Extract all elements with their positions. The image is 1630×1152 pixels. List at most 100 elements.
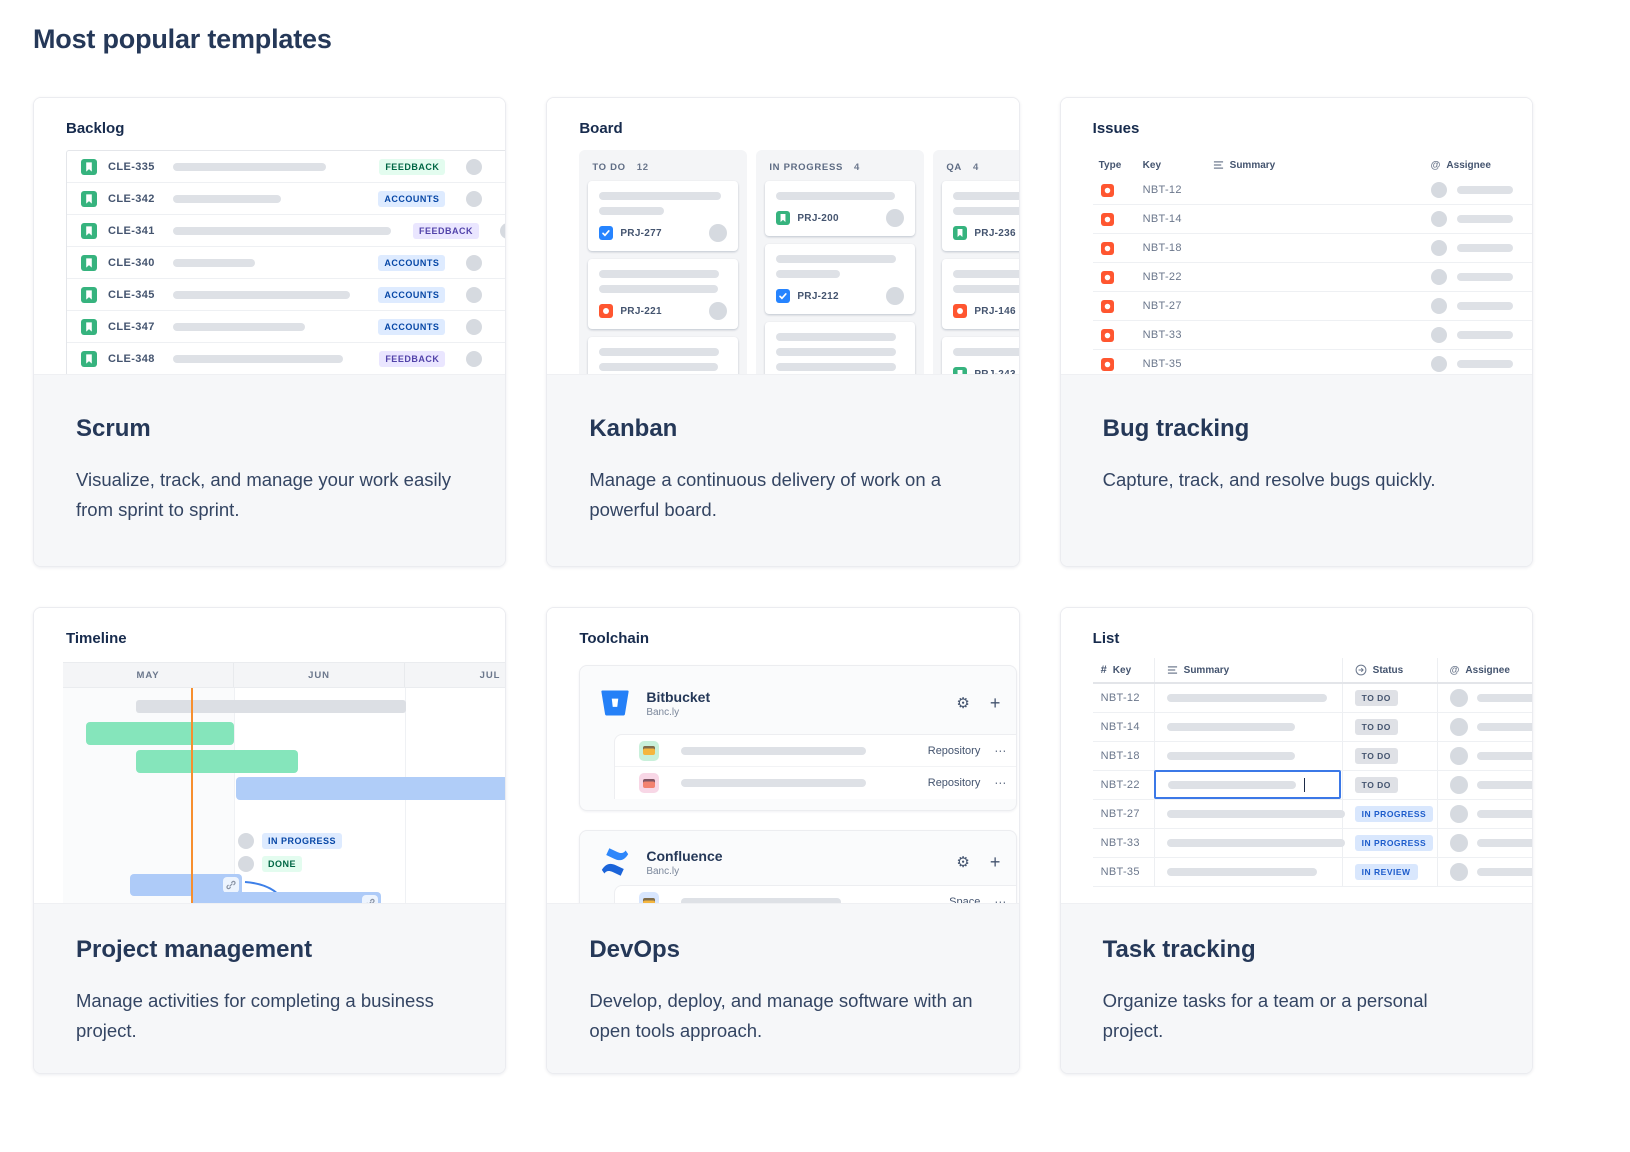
placeholder-bar bbox=[776, 363, 897, 371]
gear-icon[interactable]: ⚙ bbox=[956, 853, 970, 871]
avatar bbox=[709, 302, 728, 320]
board-card: PRJ-200 bbox=[765, 181, 916, 236]
template-card-task-tracking[interactable]: List # Key Summary Status @ Assignee NBT-1… bbox=[1059, 607, 1533, 1074]
preview-title: Backlog bbox=[66, 120, 125, 137]
placeholder-bar bbox=[1476, 868, 1532, 876]
issues-table: Type Key Summary @ Assignee NBT-12 NBT-14… bbox=[1092, 154, 1532, 374]
tool-tile-icon bbox=[639, 773, 660, 793]
placeholder-bar bbox=[776, 333, 897, 341]
avatar bbox=[709, 224, 728, 242]
backlog-row: CLE-340 ACCOUNTS bbox=[67, 247, 506, 279]
more-actions-icon[interactable]: ⋯ bbox=[994, 743, 1007, 758]
board-card: PRJ-236 bbox=[942, 181, 1019, 251]
key-hash-icon: # bbox=[1100, 664, 1107, 676]
status-badge: TO DO bbox=[1354, 690, 1398, 706]
tool-row: Repository ⋯ bbox=[615, 767, 1016, 799]
placeholder-bar bbox=[1456, 302, 1513, 310]
card-footer: Bug tracking Capture, track, and resolve… bbox=[1060, 374, 1532, 566]
template-title: DevOps bbox=[589, 936, 681, 963]
tool-tile-icon bbox=[639, 740, 660, 761]
template-card-bug-tracking[interactable]: Issues Type Key Summary @ Assignee NBT-12… bbox=[1059, 97, 1533, 567]
placeholder-bar bbox=[599, 285, 719, 293]
avatar bbox=[1449, 834, 1468, 852]
placeholder-bar bbox=[776, 270, 841, 278]
issue-key: NBT-12 bbox=[1142, 184, 1182, 196]
gantt-bar-green bbox=[86, 722, 234, 745]
template-card-devops[interactable]: Toolchain Bitbucket Banc.ly ⚙ + Reposito… bbox=[546, 607, 1020, 1074]
placeholder-bar bbox=[173, 226, 391, 235]
status-badge: IN PROGRESS bbox=[1354, 806, 1434, 822]
backlog-list: CLE-335 FEEDBACK CLE-342 ACCOUNTS CLE-34… bbox=[66, 150, 506, 374]
list-table: # Key Summary Status @ Assignee NBT-12 TO … bbox=[1092, 658, 1532, 887]
link-icon bbox=[226, 880, 236, 890]
row-type-label: Repository bbox=[927, 744, 981, 757]
status-header: Status bbox=[1372, 664, 1404, 676]
bug-icon bbox=[1100, 241, 1114, 255]
backlog-row: CLE-347 ACCOUNTS bbox=[67, 311, 506, 343]
more-actions-icon[interactable]: ⋯ bbox=[994, 895, 1007, 903]
text-cursor bbox=[1303, 777, 1306, 792]
avatar bbox=[886, 209, 905, 227]
board-card: PRJ-146 bbox=[942, 259, 1019, 329]
status-badge: IN PROGRESS bbox=[262, 833, 343, 849]
more-actions-icon[interactable]: ⋯ bbox=[994, 776, 1007, 790]
placeholder-bar bbox=[1476, 723, 1532, 731]
issue-key: PRJ-277 bbox=[620, 227, 662, 239]
month-label: MAY bbox=[63, 663, 234, 687]
placeholder-bar bbox=[173, 290, 350, 299]
issue-key: NBT-22 bbox=[1142, 271, 1182, 283]
bug-tracking-preview: Issues Type Key Summary @ Assignee NBT-12… bbox=[1060, 98, 1532, 374]
backlog-row: CLE-348 FEEDBACK bbox=[67, 343, 505, 374]
toolchain-panel-confluence: Confluence Banc.ly ⚙ + Space ⋯ bbox=[579, 830, 1018, 903]
template-card-kanban[interactable]: Board TO DO 12 PRJ-277 PRJ-221 PRJ-290 IN… bbox=[546, 97, 1020, 567]
kanban-board: TO DO 12 PRJ-277 PRJ-221 PRJ-290 IN PROGR… bbox=[579, 150, 1019, 374]
key-header: Key bbox=[1142, 159, 1162, 171]
placeholder-bar bbox=[1167, 780, 1296, 789]
row-type-label: Space bbox=[949, 896, 981, 903]
board-card: PRJ-212 bbox=[765, 244, 916, 314]
gear-icon[interactable]: ⚙ bbox=[956, 694, 970, 712]
issue-key: CLE-345 bbox=[108, 288, 155, 301]
template-title: Task tracking bbox=[1102, 936, 1256, 963]
table-header: # Key Summary Status @ Assignee bbox=[1092, 658, 1532, 684]
column-shade bbox=[63, 688, 234, 903]
issue-key: NBT-18 bbox=[1100, 750, 1140, 762]
avatar bbox=[1449, 718, 1468, 736]
template-card-scrum[interactable]: Backlog CLE-335 FEEDBACK CLE-342 ACCOUNT… bbox=[33, 97, 507, 567]
backlog-row: CLE-342 ACCOUNTS bbox=[67, 183, 506, 215]
template-card-project-management[interactable]: Timeline MAY JUN JUL IN PROGRESS DONE bbox=[33, 607, 507, 1074]
placeholder-bar bbox=[953, 192, 1019, 200]
bug-icon bbox=[1100, 328, 1114, 342]
placeholder-bar bbox=[1476, 781, 1532, 789]
issue-key: NBT-33 bbox=[1100, 837, 1140, 849]
avatar bbox=[466, 190, 483, 207]
avatar bbox=[466, 351, 483, 367]
template-description: Manage a continuous delivery of work on … bbox=[589, 469, 942, 520]
avatar bbox=[466, 318, 483, 335]
gantt-bar-linked bbox=[130, 874, 242, 896]
story-icon bbox=[81, 190, 97, 207]
status-badge: FEEDBACK bbox=[413, 222, 480, 239]
board-column: QA 4 PRJ-236 PRJ-146 PRJ-243 bbox=[933, 150, 1019, 374]
avatar bbox=[1449, 747, 1468, 765]
status-badge: DONE bbox=[262, 856, 303, 872]
templates-page: Most popular templates Backlog CLE-335 F… bbox=[33, 24, 1533, 1074]
row-type-label: Repository bbox=[927, 777, 981, 789]
board-column: TO DO 12 PRJ-277 PRJ-221 PRJ-290 bbox=[579, 150, 748, 374]
column-name: QA bbox=[946, 162, 962, 173]
column-count: 4 bbox=[854, 162, 860, 173]
summary-header: Summary bbox=[1183, 664, 1230, 676]
avatar bbox=[886, 287, 905, 305]
status-badge: TO DO bbox=[1354, 777, 1398, 793]
placeholder-bar bbox=[1476, 752, 1532, 760]
task-row: NBT-18 TO DO bbox=[1092, 742, 1532, 771]
tool-tile-icon bbox=[639, 892, 660, 903]
timeline-body: IN PROGRESS DONE bbox=[63, 687, 506, 903]
editing-summary-cell[interactable] bbox=[1153, 770, 1341, 799]
plus-icon[interactable]: + bbox=[989, 692, 1001, 713]
type-header: Type bbox=[1098, 159, 1122, 171]
status-badge: FEEDBACK bbox=[379, 351, 446, 367]
issue-key: NBT-35 bbox=[1142, 358, 1182, 370]
plus-icon[interactable]: + bbox=[989, 851, 1001, 872]
org-name: Banc.ly bbox=[646, 865, 680, 877]
